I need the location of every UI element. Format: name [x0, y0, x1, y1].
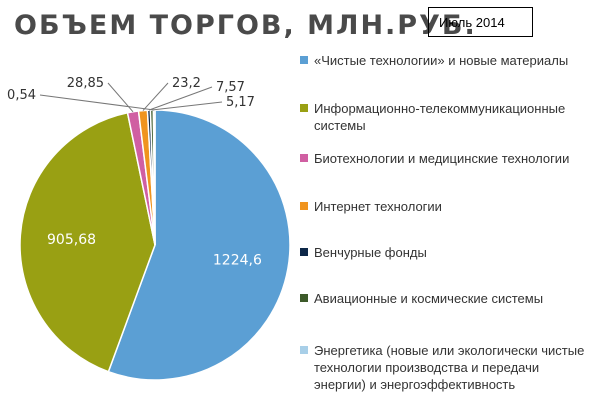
date-label: Июль 2014	[428, 7, 533, 37]
value-label: 0,54	[7, 88, 36, 103]
value-label: 28,85	[67, 76, 104, 91]
legend-swatch	[300, 294, 308, 302]
legend-swatch	[300, 346, 308, 354]
leader-line	[107, 82, 134, 113]
legend-item: Авиационные и космические системы	[300, 290, 594, 307]
legend-label: Биотехнологии и медицинские технологии	[314, 151, 570, 166]
legend-label: Интернет технологии	[314, 199, 442, 214]
legend-item: Биотехнологии и медицинские технологии	[300, 150, 594, 167]
chart-title: ОБЪЕМ ТОРГОВ, МЛН.РУБ.	[14, 10, 477, 41]
value-label: 905,68	[47, 232, 96, 248]
value-label: 5,17	[226, 95, 255, 110]
leader-line	[151, 101, 223, 111]
legend-label: Энергетика (новые или экологически чисты…	[314, 343, 585, 392]
legend-label: Информационно-телекоммуникационные систе…	[314, 101, 566, 133]
legend-label: Венчурные фонды	[314, 245, 427, 260]
value-label: 1224,6	[213, 253, 262, 269]
legend-swatch	[300, 56, 308, 64]
legend-swatch	[300, 104, 308, 112]
legend-swatch	[300, 154, 308, 162]
legend-item: Энергетика (новые или экологически чисты…	[300, 342, 594, 393]
legend-swatch	[300, 248, 308, 256]
value-label: 7,57	[216, 80, 245, 95]
pie-chart: 1224,6 905,68 28,85 23,2 7,575,17 0,54	[7, 76, 291, 381]
pie-slice	[107, 109, 291, 381]
legend-label: Авиационные и космические системы	[314, 291, 544, 306]
legend-item: Венчурные фонды	[300, 244, 594, 261]
legend-swatch	[300, 202, 308, 210]
leader-line	[142, 82, 169, 111]
legend-label: «Чистые технологии» и новые материалы	[314, 53, 569, 68]
value-label: 23,2	[172, 76, 201, 91]
leader-line	[148, 86, 213, 111]
pie-slice	[19, 111, 156, 373]
leader-line	[39, 94, 155, 111]
legend-item: Интернет технологии	[300, 198, 594, 215]
legend-item: Информационно-телекоммуникационные систе…	[300, 100, 594, 134]
legend-item: «Чистые технологии» и новые материалы	[300, 52, 594, 69]
